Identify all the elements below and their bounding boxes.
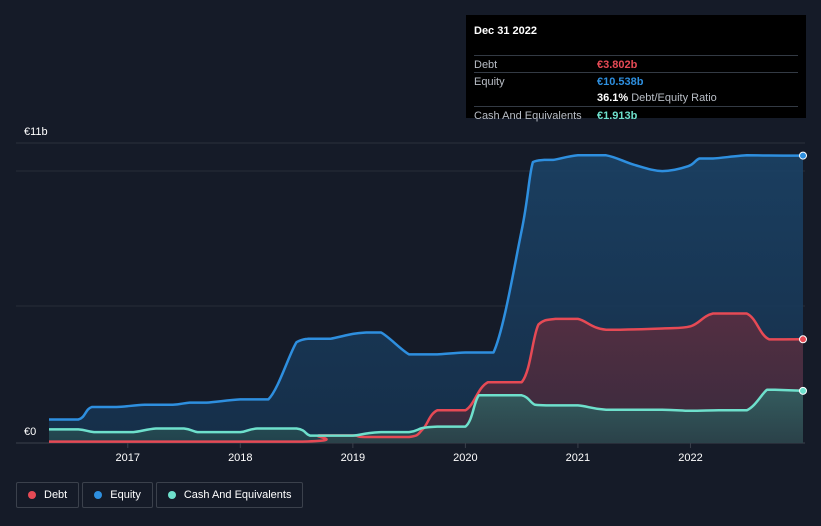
- tooltip-ratio: 36.1% Debt/Equity Ratio: [597, 92, 717, 104]
- tooltip-debt-label: Debt: [474, 59, 498, 71]
- debt-endpoint-marker: [799, 335, 807, 344]
- tooltip-row-equity: Equity €10.538b: [474, 72, 798, 90]
- legend-label-cash: Cash And Equivalents: [183, 489, 292, 501]
- x-tick-label: 2021: [566, 452, 590, 464]
- legend-item-debt[interactable]: Debt: [16, 482, 80, 508]
- tooltip-row-ratio: 36.1% Debt/Equity Ratio: [474, 89, 798, 106]
- tooltip-row-debt: Debt €3.802b: [474, 55, 798, 73]
- series-lines: [49, 154, 804, 443]
- tooltip-cash-label: Cash And Equivalents: [474, 110, 582, 122]
- tooltip-ratio-suffix: Debt/Equity Ratio: [631, 92, 717, 104]
- x-tick-label: 2019: [341, 452, 365, 464]
- legend-dot-equity: [94, 491, 103, 499]
- legend-item-equity[interactable]: Equity: [82, 482, 153, 508]
- legend: Debt Equity Cash And Equivalents: [16, 482, 304, 510]
- legend-dot-cash: [167, 491, 176, 499]
- legend-label-debt: Debt: [44, 489, 68, 501]
- cash-line: [49, 388, 804, 437]
- equity-line: [49, 154, 804, 421]
- legend-label-equity: Equity: [110, 489, 141, 501]
- x-axis-ticks: 2017 2018 2019 2020 2021 2022: [116, 443, 703, 464]
- cash-area: [49, 389, 803, 443]
- series-areas: [49, 155, 803, 444]
- series-endpoints: [799, 151, 807, 395]
- legend-item-cash[interactable]: Cash And Equivalents: [155, 482, 304, 508]
- tooltip-equity-label: Equity: [474, 76, 505, 88]
- y-axis-bottom-label: €0: [24, 426, 36, 438]
- equity-endpoint-marker: [799, 151, 807, 160]
- tooltip-debt-value: €3.802b: [597, 59, 638, 71]
- tooltip-cash-value: €1.913b: [597, 110, 638, 122]
- tooltip: Dec 31 2022 Debt €3.802b Equity €10.538b…: [466, 15, 806, 122]
- legend-dot-debt: [28, 491, 36, 499]
- tooltip-ratio-value: 36.1%: [597, 92, 629, 104]
- tooltip-row-cash: Cash And Equivalents €1.913b: [474, 106, 798, 124]
- tooltip-date: Dec 31 2022: [474, 25, 537, 37]
- x-tick-label: 2017: [116, 452, 140, 464]
- x-tick-label: 2018: [228, 452, 252, 464]
- tooltip-equity-value: €10.538b: [597, 76, 644, 88]
- y-axis-top-label: €11b: [24, 126, 48, 138]
- x-tick-label: 2022: [678, 452, 702, 464]
- x-tick-label: 2020: [453, 452, 477, 464]
- cash-endpoint-marker: [799, 386, 807, 395]
